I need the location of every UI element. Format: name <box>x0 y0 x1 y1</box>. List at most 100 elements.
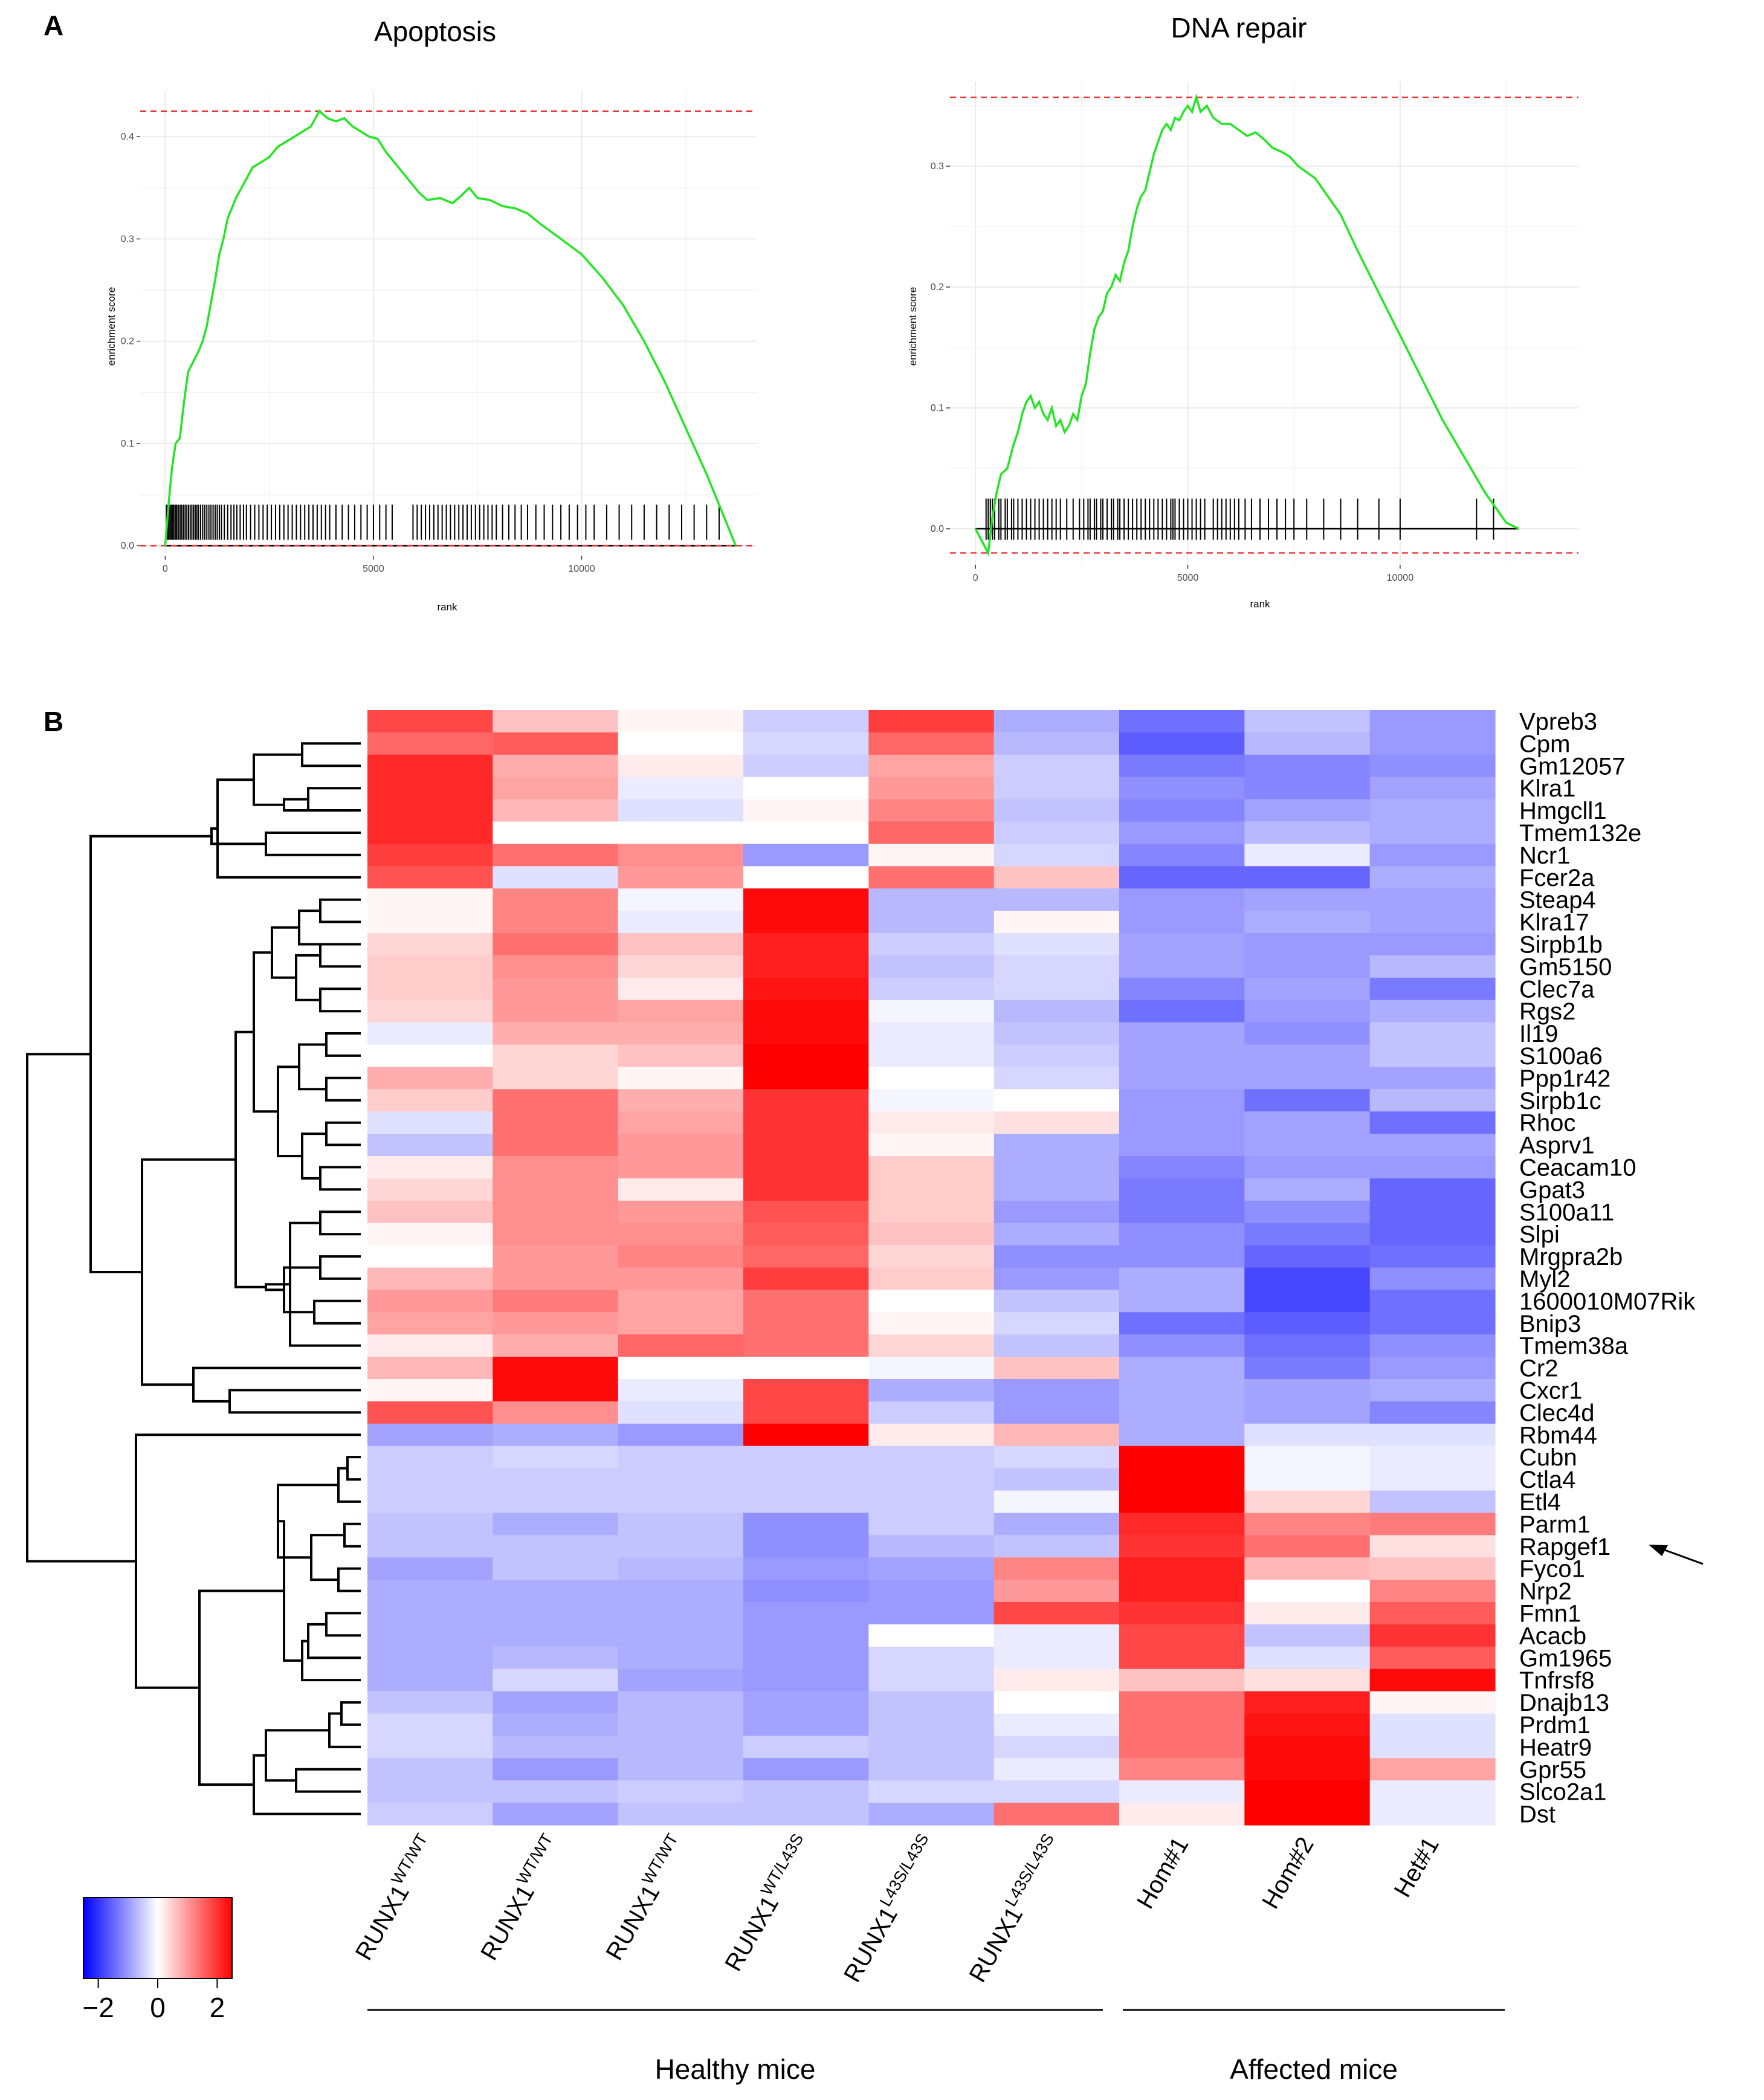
heatmap-cell <box>1244 866 1371 889</box>
heatmap-cell <box>618 1178 744 1201</box>
column-label-base: RUNX1 <box>601 1881 665 1965</box>
heatmap-cell <box>1119 1200 1245 1224</box>
x-tick-label: 0 <box>973 573 978 583</box>
heatmap-cell <box>993 1557 1120 1580</box>
gene-label: Ncr1 <box>1519 842 1570 869</box>
heatmap-cell <box>1369 888 1496 911</box>
heatmap-cell <box>618 821 744 844</box>
heatmap-cell <box>868 1669 995 1692</box>
color-key-ticks: −2 0 2 <box>82 1979 225 2023</box>
heatmap-cell <box>1244 1067 1371 1090</box>
heatmap-cell <box>743 710 869 733</box>
heatmap-cell <box>1244 1223 1371 1246</box>
gsea-dna-repair-y-ticks: 0.0 0.1 0.2 0.3 <box>931 161 950 534</box>
heatmap-cell <box>868 1580 995 1603</box>
heatmap-cell <box>618 1780 744 1803</box>
heatmap-cell <box>1119 799 1245 822</box>
heatmap-cell <box>367 1423 493 1447</box>
heatmap-cell <box>743 1178 869 1201</box>
heatmap-cell <box>367 1646 493 1670</box>
heatmap-cell <box>367 1468 493 1491</box>
heatmap-cell <box>1119 1736 1245 1759</box>
heatmap-cell <box>1369 955 1496 978</box>
column-label-base: RUNX1 <box>476 1881 540 1965</box>
heatmap-cell <box>993 1646 1120 1670</box>
heatmap-cell <box>1244 1580 1371 1603</box>
heatmap-cell <box>493 844 619 867</box>
heatmap-cell <box>1244 1713 1371 1736</box>
dendrogram-branch <box>253 951 278 1113</box>
heatmap-cell <box>618 1557 744 1580</box>
heatmap-cell <box>1244 710 1371 733</box>
heatmap-cell <box>367 1000 493 1023</box>
heatmap-cell <box>868 1267 995 1290</box>
heatmap-cell <box>1369 1267 1496 1290</box>
heatmap-cell <box>618 1290 744 1313</box>
color-key-tick-label: 0 <box>150 1992 166 2023</box>
gene-label: Gpr55 <box>1519 1757 1586 1783</box>
heatmap-cell <box>493 933 619 956</box>
heatmap-cell <box>868 1022 995 1045</box>
heatmap-cell <box>1244 933 1371 956</box>
heatmap-cell <box>868 844 995 867</box>
dendrogram-branch <box>192 1366 361 1403</box>
heatmap-cell <box>1119 911 1245 934</box>
heatmap-cell <box>493 799 619 822</box>
heatmap-cell <box>618 710 744 733</box>
heatmap-cell <box>367 1178 493 1201</box>
heatmap-cell <box>618 888 744 911</box>
heatmap-cell <box>1369 977 1496 1001</box>
y-tick-label: 0.4 <box>121 132 134 142</box>
gene-label: 1600010M07Rik <box>1519 1288 1696 1315</box>
heatmap-cell <box>1369 933 1496 956</box>
gene-label: Nrp2 <box>1519 1578 1572 1605</box>
panel-label-b: B <box>44 706 63 737</box>
heatmap-cell <box>993 1178 1120 1201</box>
dendrogram-branch <box>325 1032 361 1057</box>
heatmap-cell <box>1369 1312 1496 1335</box>
heatmap-cell <box>618 1312 744 1335</box>
dendrogram-branch <box>301 1132 326 1180</box>
heatmap-cell <box>993 1044 1120 1067</box>
heatmap-cell <box>993 1156 1120 1179</box>
heatmap-cell <box>493 911 619 934</box>
heatmap-cell <box>1244 1089 1371 1112</box>
column-label-text: Hom#2 <box>1257 1833 1319 1914</box>
heatmap-cell <box>743 1223 869 1246</box>
heatmap-cell <box>743 1401 869 1424</box>
heatmap-cell <box>618 754 744 778</box>
gsea-dna-repair-curve <box>974 93 1520 557</box>
heatmap-cell <box>1119 1580 1245 1603</box>
heatmap-cell <box>367 1245 493 1268</box>
gene-label: Ctla4 <box>1519 1467 1575 1493</box>
heatmap-cell <box>493 1736 619 1759</box>
gene-label: Cxcr1 <box>1519 1377 1582 1404</box>
heatmap-cell <box>743 777 869 800</box>
dendrogram-branch <box>253 753 302 806</box>
heatmap-cell <box>493 1468 619 1491</box>
heatmap-cell <box>743 1067 869 1090</box>
gene-label: Clec7a <box>1519 976 1595 1003</box>
gene-label: Gpat3 <box>1519 1177 1585 1203</box>
heatmap-cell <box>743 1267 869 1290</box>
heatmap-cell <box>1244 1535 1371 1558</box>
heatmap-cell <box>993 1334 1120 1357</box>
dendrogram-branch <box>283 798 361 812</box>
heatmap-cell <box>868 1758 995 1781</box>
heatmap-cell <box>993 1245 1120 1268</box>
heatmap-cell <box>1369 911 1496 934</box>
heatmap-cell <box>618 1423 744 1447</box>
column-label-base: RUNX1 <box>720 1892 784 1976</box>
dendrogram-branch <box>216 778 361 879</box>
heatmap-cell <box>1244 1736 1371 1759</box>
dendrogram-branch <box>141 1158 236 1386</box>
heatmap-cell <box>1119 1379 1245 1402</box>
heatmap-cell <box>1119 844 1245 867</box>
column-label-text: RUNX1L43S/L43S <box>835 1830 943 1987</box>
heatmap-cell <box>868 1000 995 1023</box>
heatmap-cell <box>618 1580 744 1603</box>
heatmap-cell <box>493 777 619 800</box>
heatmap-cell <box>993 1468 1120 1491</box>
heatmap-cell <box>1119 1290 1245 1313</box>
heatmap-cell <box>1369 1780 1496 1803</box>
